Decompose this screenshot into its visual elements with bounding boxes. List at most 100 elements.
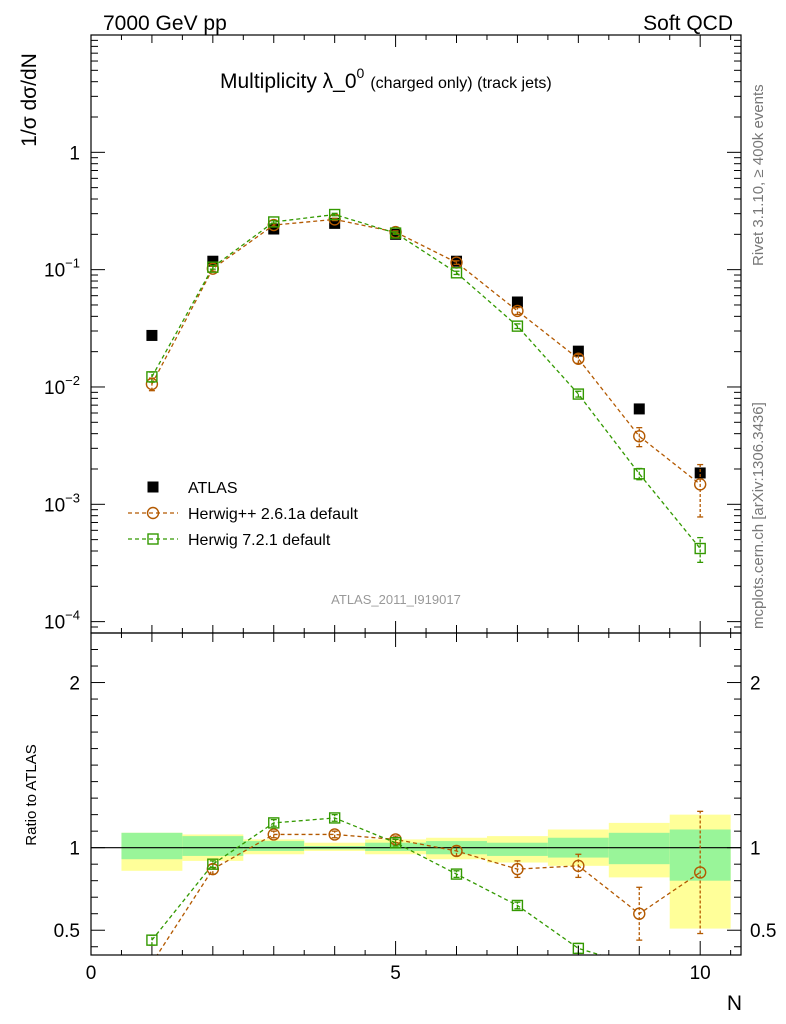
ratio-y-axis-label: Ratio to ATLAS xyxy=(23,744,40,845)
main-y-tick-exponent: −2 xyxy=(65,373,80,388)
data-point-herwig-7-2-1-default xyxy=(572,388,585,400)
ratio-point-herwig-2-6-1a-default xyxy=(511,862,524,876)
main-y-tick-exponent: −4 xyxy=(65,608,80,623)
header-left: 7000 GeV pp xyxy=(103,12,227,35)
data-point-atlas xyxy=(511,296,523,308)
ratio-point-herwig-2-6-1a-default xyxy=(633,907,646,920)
main-y-axis-label: 1/σ dσ/dN xyxy=(18,53,41,147)
legend-label-atlas: ATLAS xyxy=(188,480,238,497)
ratio-series-herwig-2-6-1a-default xyxy=(146,810,707,969)
main-y-tick-label: 10−3 xyxy=(44,490,80,516)
data-point-herwig-7-2-1-default xyxy=(450,267,463,279)
main-y-tick-label: 10−1 xyxy=(44,256,80,282)
mcplots-label: mcplots.cern.ch [arXiv:1306.3436] xyxy=(750,402,767,629)
series-atlas xyxy=(146,217,706,479)
plot-title-main: Multiplicity λ_0 xyxy=(220,70,357,93)
legend-label-herwig-2-6-1a-default: Herwig++ 2.6.1a default xyxy=(188,506,358,523)
series-herwig-2-6-1a-default xyxy=(145,213,707,518)
ratio-point-herwig-2-6-1a-default xyxy=(328,828,341,841)
x-tick-label: 5 xyxy=(390,963,401,984)
ratio-point-herwig-7-2-1-default xyxy=(634,962,644,972)
data-point-herwig-7-2-1-default xyxy=(389,227,402,239)
ratio-point-herwig-7-2-1-default xyxy=(389,837,402,849)
ratio-y-tick-label-right: 1 xyxy=(750,839,761,860)
plot-title-sup: 0 xyxy=(357,65,365,81)
data-point-herwig-7-2-1-default xyxy=(268,216,280,228)
ratio-point-herwig-2-6-1a-default xyxy=(146,958,157,969)
plot-title: Multiplicity λ_00 (charged only) (track j… xyxy=(220,65,552,93)
data-point-herwig-2-6-1a-default xyxy=(572,352,585,365)
uncertainty-band-green xyxy=(365,842,427,851)
main-y-tick-label: 10−2 xyxy=(44,373,80,399)
analysis-watermark: ATLAS_2011_I919017 xyxy=(331,592,461,607)
data-point-atlas xyxy=(146,329,158,341)
data-point-herwig-7-2-1-default xyxy=(511,320,524,332)
ratio-point-herwig-7-2-1-default xyxy=(207,858,219,870)
data-point-herwig-7-2-1-default xyxy=(694,542,706,555)
data-point-herwig-7-2-1-default xyxy=(328,208,341,221)
main-y-tick-label: 10−4 xyxy=(44,608,80,634)
series-line-herwig-2-6-1a-default xyxy=(151,218,701,485)
x-tick-label: 10 xyxy=(690,963,711,984)
ratio-point-herwig-7-2-1-default xyxy=(268,817,280,829)
ratio-plot-panel: Ratio to ATLAS 0.5 0.5 1 1 2 2 0 5 10 N xyxy=(23,632,776,1015)
ratio-y-tick-label-right: 2 xyxy=(750,674,761,695)
ratio-y-tick-label-left: 1 xyxy=(69,839,80,860)
legend-marker-atlas xyxy=(147,481,159,493)
data-point-herwig-7-2-1-default xyxy=(633,468,645,480)
main-y-tick-base: 1 xyxy=(69,143,80,164)
main-y-tick-exponent: −1 xyxy=(65,256,80,271)
data-point-atlas xyxy=(633,403,645,415)
uncertainty-band-green xyxy=(486,842,548,856)
ratio-point-herwig-2-6-1a-default xyxy=(572,859,585,873)
x-tick-label: 0 xyxy=(86,963,97,984)
data-point-herwig-7-2-1-default xyxy=(207,261,219,273)
legend-label-herwig-7-2-1-default: Herwig 7.2.1 default xyxy=(188,532,331,549)
rivet-version-label: Rivet 3.1.10, ≥ 400k events xyxy=(750,84,767,266)
legend-marker-herwig-2-6-1a-default xyxy=(146,506,160,520)
main-y-tick-base: 10 xyxy=(44,613,65,634)
ratio-y-tick-label-left: 0.5 xyxy=(54,921,80,942)
ratio-point-herwig-2-6-1a-default xyxy=(267,828,280,841)
series-line-herwig-7-2-1-default xyxy=(151,213,701,549)
plot-title-suffix: (charged only) (track jets) xyxy=(370,75,551,92)
main-y-tick-base: 10 xyxy=(44,261,65,282)
ratio-line-herwig-2-6-1a-default xyxy=(156,833,701,955)
ratio-series-herwig-7-2-1-default xyxy=(146,812,644,972)
ratio-line-herwig-7-2-1-default xyxy=(151,817,603,955)
ratio-series-group xyxy=(146,810,707,972)
data-point-atlas xyxy=(694,467,706,479)
data-point-atlas xyxy=(329,217,341,229)
uncertainty-band-green xyxy=(182,836,244,856)
ratio-point-herwig-7-2-1-default xyxy=(328,812,341,824)
main-y-tick-base: 10 xyxy=(44,495,65,516)
ratio-y-tick-label-left: 2 xyxy=(69,674,80,695)
legend-entry-herwig-7-2-1-default: Herwig 7.2.1 default xyxy=(128,532,331,549)
ratio-plot-frame xyxy=(90,632,742,956)
legend-entry-herwig-2-6-1a-default: Herwig++ 2.6.1a default xyxy=(128,506,358,523)
legend-entry-atlas: ATLAS xyxy=(147,480,238,497)
data-point-herwig-2-6-1a-default xyxy=(633,430,646,443)
data-point-herwig-2-6-1a-default xyxy=(511,304,524,318)
data-point-herwig-2-6-1a-default xyxy=(145,377,159,391)
legend: ATLAS Herwig++ 2.6.1a default Herwig 7.2.1… xyxy=(128,480,358,549)
uncertainty-band-green xyxy=(243,841,305,851)
series-herwig-7-2-1-default xyxy=(146,208,706,564)
uncertainty-band-green xyxy=(121,832,183,860)
main-y-tick-base: 10 xyxy=(44,378,65,399)
data-point-atlas xyxy=(572,345,584,357)
data-point-herwig-7-2-1-default xyxy=(146,371,158,383)
main-y-tick-label: 1 xyxy=(69,143,80,164)
main-plot-panel: ATLAS_2011_I919017 Multiplicity λ_00 (cha… xyxy=(18,34,742,634)
legend-marker-herwig-7-2-1-default xyxy=(147,533,159,545)
data-point-atlas xyxy=(207,255,219,267)
data-point-atlas xyxy=(268,223,280,235)
ratio-point-herwig-2-6-1a-default xyxy=(450,844,463,858)
ratio-point-herwig-7-2-1-default xyxy=(450,868,463,880)
x-axis-label: N xyxy=(727,992,742,1015)
header-right: Soft QCD xyxy=(643,12,733,35)
ratio-point-herwig-2-6-1a-default xyxy=(693,866,707,879)
ratio-point-herwig-7-2-1-default xyxy=(511,899,524,912)
uncertainty-band-green xyxy=(608,832,670,865)
